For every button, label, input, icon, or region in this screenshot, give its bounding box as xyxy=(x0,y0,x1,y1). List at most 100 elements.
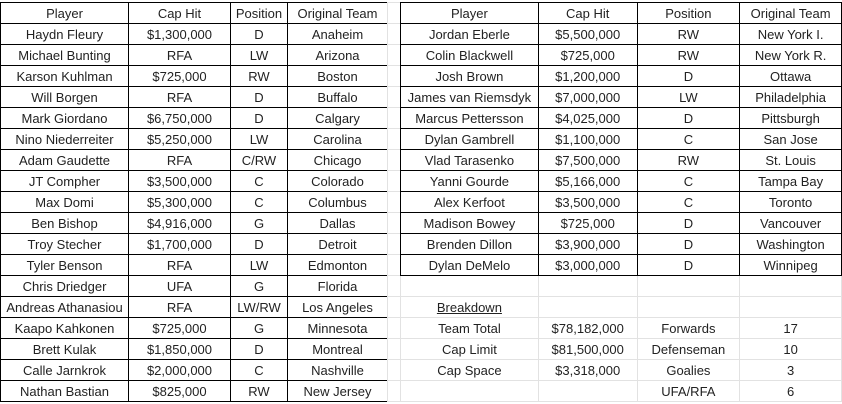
cell-cap-hit[interactable]: RFA xyxy=(128,296,231,318)
cell-position[interactable]: C xyxy=(636,128,741,150)
empty-cell[interactable] xyxy=(387,380,401,402)
empty-cell[interactable] xyxy=(387,107,401,129)
cell-cap-hit[interactable]: $3,000,000 xyxy=(537,254,638,276)
cell-cap-hit[interactable]: $825,000 xyxy=(128,380,231,402)
cell-cap-hit[interactable]: $5,300,000 xyxy=(128,191,231,213)
cell-position[interactable]: D xyxy=(230,23,288,45)
cell-original-team[interactable]: Edmonton xyxy=(287,254,388,276)
cell-cap-hit[interactable]: $1,850,000 xyxy=(128,338,231,360)
cell-original-team[interactable]: Ottawa xyxy=(739,65,842,87)
cell-cap-hit[interactable]: $5,250,000 xyxy=(128,128,231,150)
empty-cell[interactable] xyxy=(387,317,401,339)
cell-position[interactable]: D xyxy=(636,212,741,234)
cell-original-team[interactable]: Pittsburgh xyxy=(739,107,842,129)
breakdown-amount[interactable]: $3,318,000 xyxy=(537,359,638,381)
cell-original-team[interactable]: San Jose xyxy=(739,128,842,150)
cell-player[interactable]: Tyler Benson xyxy=(0,254,129,276)
cell-original-team[interactable]: Anaheim xyxy=(287,23,388,45)
cell-position[interactable]: D xyxy=(636,107,741,129)
cell-original-team[interactable]: Columbus xyxy=(287,191,388,213)
cell-cap-hit[interactable]: $3,500,000 xyxy=(128,170,231,192)
empty-cell[interactable] xyxy=(400,275,539,297)
cell-position[interactable]: D xyxy=(636,65,741,87)
cell-player[interactable]: Karson Kuhlman xyxy=(0,65,129,87)
cell-player[interactable]: Brenden Dillon xyxy=(400,233,539,255)
cell-player[interactable]: Josh Brown xyxy=(400,65,539,87)
cell-player[interactable]: Andreas Athanasiou xyxy=(0,296,129,318)
cell-cap-hit[interactable]: $6,750,000 xyxy=(128,107,231,129)
cell-player[interactable]: Adam Gaudette xyxy=(0,149,129,171)
header-position[interactable]: Position xyxy=(230,2,288,24)
cell-player[interactable]: Colin Blackwell xyxy=(400,44,539,66)
cell-cap-hit[interactable]: $4,025,000 xyxy=(537,107,638,129)
position-group-count[interactable]: 6 xyxy=(739,380,842,402)
cell-position[interactable]: LW xyxy=(636,86,741,108)
cell-player[interactable]: Chris Driedger xyxy=(0,275,129,297)
empty-cell[interactable] xyxy=(537,296,638,318)
cell-cap-hit[interactable]: $725,000 xyxy=(537,212,638,234)
breakdown-title[interactable]: Breakdown xyxy=(400,296,539,318)
cell-position[interactable]: D xyxy=(230,233,288,255)
empty-cell[interactable] xyxy=(387,65,401,87)
cell-original-team[interactable]: Dallas xyxy=(287,212,388,234)
cell-cap-hit[interactable]: $5,500,000 xyxy=(537,23,638,45)
cell-player[interactable]: Max Domi xyxy=(0,191,129,213)
cell-cap-hit[interactable]: RFA xyxy=(128,86,231,108)
position-group-count[interactable]: 10 xyxy=(739,338,842,360)
position-group-label[interactable]: Goalies xyxy=(636,359,741,381)
cell-position[interactable]: G xyxy=(230,212,288,234)
cell-cap-hit[interactable]: $725,000 xyxy=(128,65,231,87)
cell-player[interactable]: Madison Bowey xyxy=(400,212,539,234)
cell-original-team[interactable]: Carolina xyxy=(287,128,388,150)
cell-original-team[interactable]: Nashville xyxy=(287,359,388,381)
cell-player[interactable]: James van Riemsdyk xyxy=(400,86,539,108)
cell-cap-hit[interactable]: $725,000 xyxy=(537,44,638,66)
position-group-label[interactable]: Defenseman xyxy=(636,338,741,360)
empty-cell[interactable] xyxy=(387,86,401,108)
cell-cap-hit[interactable]: $725,000 xyxy=(128,317,231,339)
empty-cell[interactable] xyxy=(387,149,401,171)
empty-cell[interactable] xyxy=(636,296,741,318)
cell-player[interactable]: JT Compher xyxy=(0,170,129,192)
cell-original-team[interactable]: St. Louis xyxy=(739,149,842,171)
cell-position[interactable]: RW xyxy=(230,380,288,402)
cell-cap-hit[interactable]: $7,000,000 xyxy=(537,86,638,108)
cell-position[interactable]: D xyxy=(230,86,288,108)
cell-original-team[interactable]: Washington xyxy=(739,233,842,255)
empty-cell[interactable] xyxy=(387,338,401,360)
position-group-label[interactable]: Forwards xyxy=(636,317,741,339)
cell-original-team[interactable]: Florida xyxy=(287,275,388,297)
cell-original-team[interactable]: Winnipeg xyxy=(739,254,842,276)
position-group-label[interactable]: UFA/RFA xyxy=(636,380,741,402)
empty-cell[interactable] xyxy=(387,275,401,297)
cell-player[interactable]: Nathan Bastian xyxy=(0,380,129,402)
cell-position[interactable]: C xyxy=(636,191,741,213)
cell-player[interactable]: Marcus Pettersson xyxy=(400,107,539,129)
breakdown-label[interactable] xyxy=(400,380,539,402)
cell-position[interactable]: LW xyxy=(230,254,288,276)
empty-cell[interactable] xyxy=(387,212,401,234)
cell-player[interactable]: Troy Stecher xyxy=(0,233,129,255)
cell-position[interactable]: C/RW xyxy=(230,149,288,171)
cell-cap-hit[interactable]: $3,900,000 xyxy=(537,233,638,255)
cell-original-team[interactable]: New York I. xyxy=(739,23,842,45)
cell-original-team[interactable]: Chicago xyxy=(287,149,388,171)
cell-cap-hit[interactable]: $5,166,000 xyxy=(537,170,638,192)
cell-player[interactable]: Brett Kulak xyxy=(0,338,129,360)
cell-original-team[interactable]: Los Angeles xyxy=(287,296,388,318)
cell-player[interactable]: Jordan Eberle xyxy=(400,23,539,45)
cell-original-team[interactable]: Montreal xyxy=(287,338,388,360)
empty-cell[interactable] xyxy=(636,275,741,297)
cell-position[interactable]: LW xyxy=(230,128,288,150)
cell-player[interactable]: Vlad Tarasenko xyxy=(400,149,539,171)
cell-position[interactable]: D xyxy=(636,233,741,255)
breakdown-amount[interactable]: $81,500,000 xyxy=(537,338,638,360)
cell-position[interactable]: LW xyxy=(230,44,288,66)
header-player[interactable]: Player xyxy=(400,2,539,24)
cell-original-team[interactable]: Colorado xyxy=(287,170,388,192)
cell-position[interactable]: RW xyxy=(636,149,741,171)
cell-cap-hit[interactable]: $1,300,000 xyxy=(128,23,231,45)
cell-cap-hit[interactable]: RFA xyxy=(128,149,231,171)
cell-original-team[interactable]: Calgary xyxy=(287,107,388,129)
empty-cell[interactable] xyxy=(387,23,401,45)
